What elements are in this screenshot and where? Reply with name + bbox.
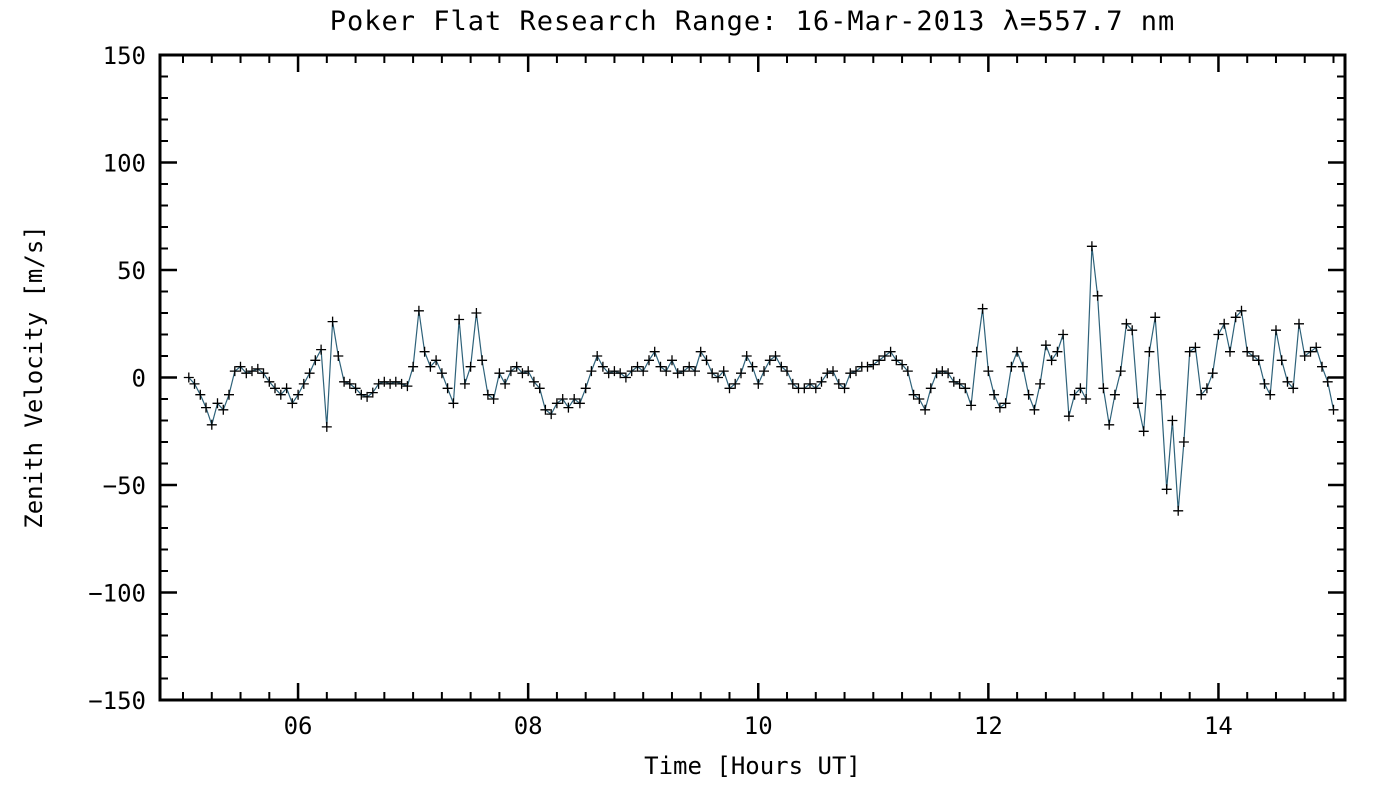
data-line — [188, 246, 1335, 511]
svg-text:10: 10 — [744, 712, 773, 740]
svg-text:150: 150 — [103, 42, 146, 70]
svg-text:−50: −50 — [103, 472, 146, 500]
svg-text:06: 06 — [284, 712, 313, 740]
svg-text:50: 50 — [117, 257, 146, 285]
svg-text:−100: −100 — [88, 580, 146, 608]
x-axis-label: Time [Hours UT] — [644, 752, 861, 780]
plus-markers — [183, 241, 1339, 516]
svg-text:14: 14 — [1204, 712, 1233, 740]
chart-title: Poker Flat Research Range: 16-Mar-2013 λ… — [329, 6, 1176, 37]
svg-text:08: 08 — [514, 712, 543, 740]
svg-text:−150: −150 — [88, 687, 146, 715]
svg-text:0: 0 — [132, 365, 146, 393]
svg-text:100: 100 — [103, 150, 146, 178]
svg-text:12: 12 — [974, 712, 1003, 740]
